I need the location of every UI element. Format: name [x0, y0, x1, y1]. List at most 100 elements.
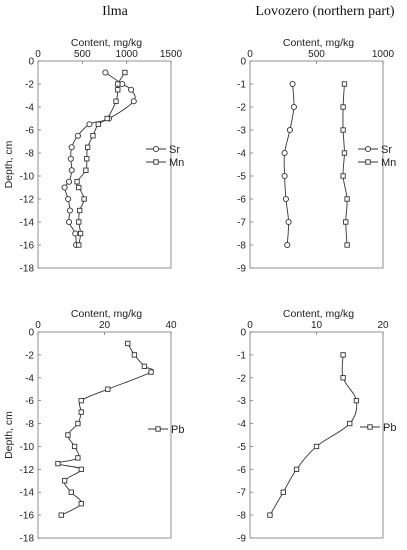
y-tick-label-3-8: -8 — [237, 511, 246, 522]
data-point-sr-1-6 — [285, 218, 292, 226]
data-point-mn-0-4 — [104, 115, 110, 122]
x-tick-label-0-2: 1000 — [116, 49, 139, 60]
data-point-pb-2-12 — [78, 466, 84, 472]
data-point-pb-2-9 — [71, 443, 78, 450]
y-tick-label-2-9: -18 — [20, 534, 35, 545]
data-point-mn-1-5 — [344, 196, 350, 202]
data-point-mn-1-0 — [341, 81, 348, 87]
legend-label-mn-1: Mn — [381, 157, 396, 169]
data-point-mn-0-0 — [122, 69, 128, 76]
legend-marker-mn-1 — [365, 159, 371, 165]
y-tick-label-1-1: -1 — [237, 80, 246, 91]
data-point-pb-2-2 — [141, 363, 148, 369]
data-point-sr-1-0 — [289, 80, 296, 88]
data-point-sr-0-10 — [65, 178, 73, 185]
data-point-sr-1-4 — [281, 172, 288, 180]
x-axis-label-0: Content, mg/kg — [71, 37, 142, 49]
data-point-sr-0-7 — [68, 144, 75, 151]
y-tick-label-1-5: -5 — [237, 172, 246, 183]
y-tick-label-2-8: -16 — [20, 511, 35, 522]
data-point-mn-1-2 — [340, 127, 346, 133]
data-point-pb-3-6 — [280, 489, 286, 495]
data-point-mn-0-15 — [77, 230, 84, 237]
data-point-mn-1-1 — [340, 104, 346, 110]
y-tick-label-0-0: 0 — [28, 57, 34, 68]
y-tick-label-1-9: -9 — [237, 264, 246, 275]
data-point-mn-0-6 — [90, 133, 96, 139]
x-tick-label-2-2: 40 — [165, 320, 177, 331]
data-point-pb-3-0 — [340, 352, 346, 358]
data-point-pb-3-3 — [347, 420, 353, 427]
y-tick-label-0-8: -16 — [20, 241, 35, 252]
data-point-mn-0-8 — [84, 156, 90, 162]
data-point-sr-0-12 — [65, 195, 72, 203]
x-tick-label-2-0: 0 — [35, 320, 41, 331]
data-point-sr-1-1 — [290, 103, 297, 111]
x-axis-label-1: Content, mg/kg — [283, 37, 354, 49]
data-point-sr-1-5 — [282, 195, 289, 203]
y-tick-label-3-9: -9 — [237, 534, 246, 545]
data-point-sr-0-2 — [128, 86, 135, 93]
y-tick-label-3-5: -5 — [237, 442, 246, 453]
y-tick-label-1-6: -6 — [237, 195, 246, 206]
y-tick-label-0-4: -8 — [25, 149, 34, 160]
y-tick-label-2-3: -6 — [25, 396, 34, 407]
y-tick-label-0-2: -4 — [25, 103, 34, 114]
x-tick-label-0-1: 500 — [74, 49, 91, 60]
legend-marker-pb-3 — [367, 424, 373, 430]
data-point-mn-0-11 — [76, 184, 82, 191]
x-tick-label-3-0: 0 — [247, 320, 253, 331]
data-point-sr-1-2 — [286, 126, 293, 134]
y-tick-label-3-6: -6 — [237, 465, 246, 476]
plot-frame-3 — [249, 331, 384, 539]
x-axis-label-2: Content, mg/kg — [71, 308, 142, 320]
data-point-pb-2-5 — [78, 398, 84, 404]
series-line-sr-0 — [64, 72, 136, 246]
legend-marker-mn-0 — [153, 159, 159, 165]
y-tick-label-1-3: -3 — [237, 126, 246, 137]
legend-label-sr-0: Sr — [169, 144, 180, 156]
series-line-pb-2 — [57, 343, 154, 516]
data-point-sr-0-9 — [68, 167, 75, 174]
data-point-mn-0-5 — [95, 121, 101, 127]
data-point-pb-2-7 — [75, 420, 81, 427]
y-tick-label-2-6: -12 — [20, 465, 35, 476]
x-tick-label-0-0: 0 — [35, 49, 41, 60]
y-tick-label-3-7: -7 — [237, 488, 246, 499]
data-point-sr-0-0 — [102, 69, 109, 76]
data-point-mn-0-16 — [76, 242, 82, 248]
data-point-pb-2-11 — [55, 460, 61, 467]
y-tick-label-2-1: -2 — [25, 350, 34, 361]
series-line-mn-0 — [76, 72, 126, 246]
plot-frame-2 — [37, 331, 172, 539]
y-tick-label-2-4: -8 — [25, 419, 34, 430]
plot-frame-1 — [249, 60, 384, 269]
y-tick-label-0-7: -14 — [20, 218, 35, 229]
data-point-mn-1-6 — [343, 219, 349, 225]
data-point-pb-2-6 — [78, 409, 84, 415]
y-tick-label-2-2: -4 — [25, 373, 34, 384]
data-point-pb-2-16 — [58, 512, 64, 518]
data-point-mn-0-14 — [76, 219, 82, 225]
data-point-mn-0-7 — [85, 144, 91, 150]
data-point-sr-0-14 — [65, 218, 73, 226]
data-point-pb-2-0 — [125, 340, 131, 347]
y-axis-label-2: Depth, cm — [3, 411, 15, 459]
y-tick-label-3-0: 0 — [240, 328, 246, 339]
data-point-mn-0-3 — [113, 98, 119, 104]
data-point-mn-1-7 — [344, 242, 350, 248]
data-point-pb-3-2 — [353, 398, 360, 404]
x-tick-label-1-2: 1000 — [372, 49, 395, 60]
x-tick-label-3-1: 10 — [311, 320, 323, 331]
data-point-sr-1-7 — [284, 241, 291, 249]
data-point-sr-0-3 — [130, 98, 137, 105]
y-tick-label-0-9: -18 — [20, 264, 35, 275]
y-tick-label-1-4: -4 — [237, 149, 246, 160]
data-point-pb-3-1 — [340, 375, 346, 381]
data-point-pb-2-1 — [131, 352, 138, 358]
data-point-sr-0-5 — [86, 121, 93, 128]
legend-marker-pb-2 — [155, 426, 161, 432]
y-tick-label-1-7: -7 — [237, 218, 246, 229]
y-tick-label-1-2: -2 — [237, 103, 246, 114]
y-tick-label-3-2: -2 — [237, 373, 246, 384]
